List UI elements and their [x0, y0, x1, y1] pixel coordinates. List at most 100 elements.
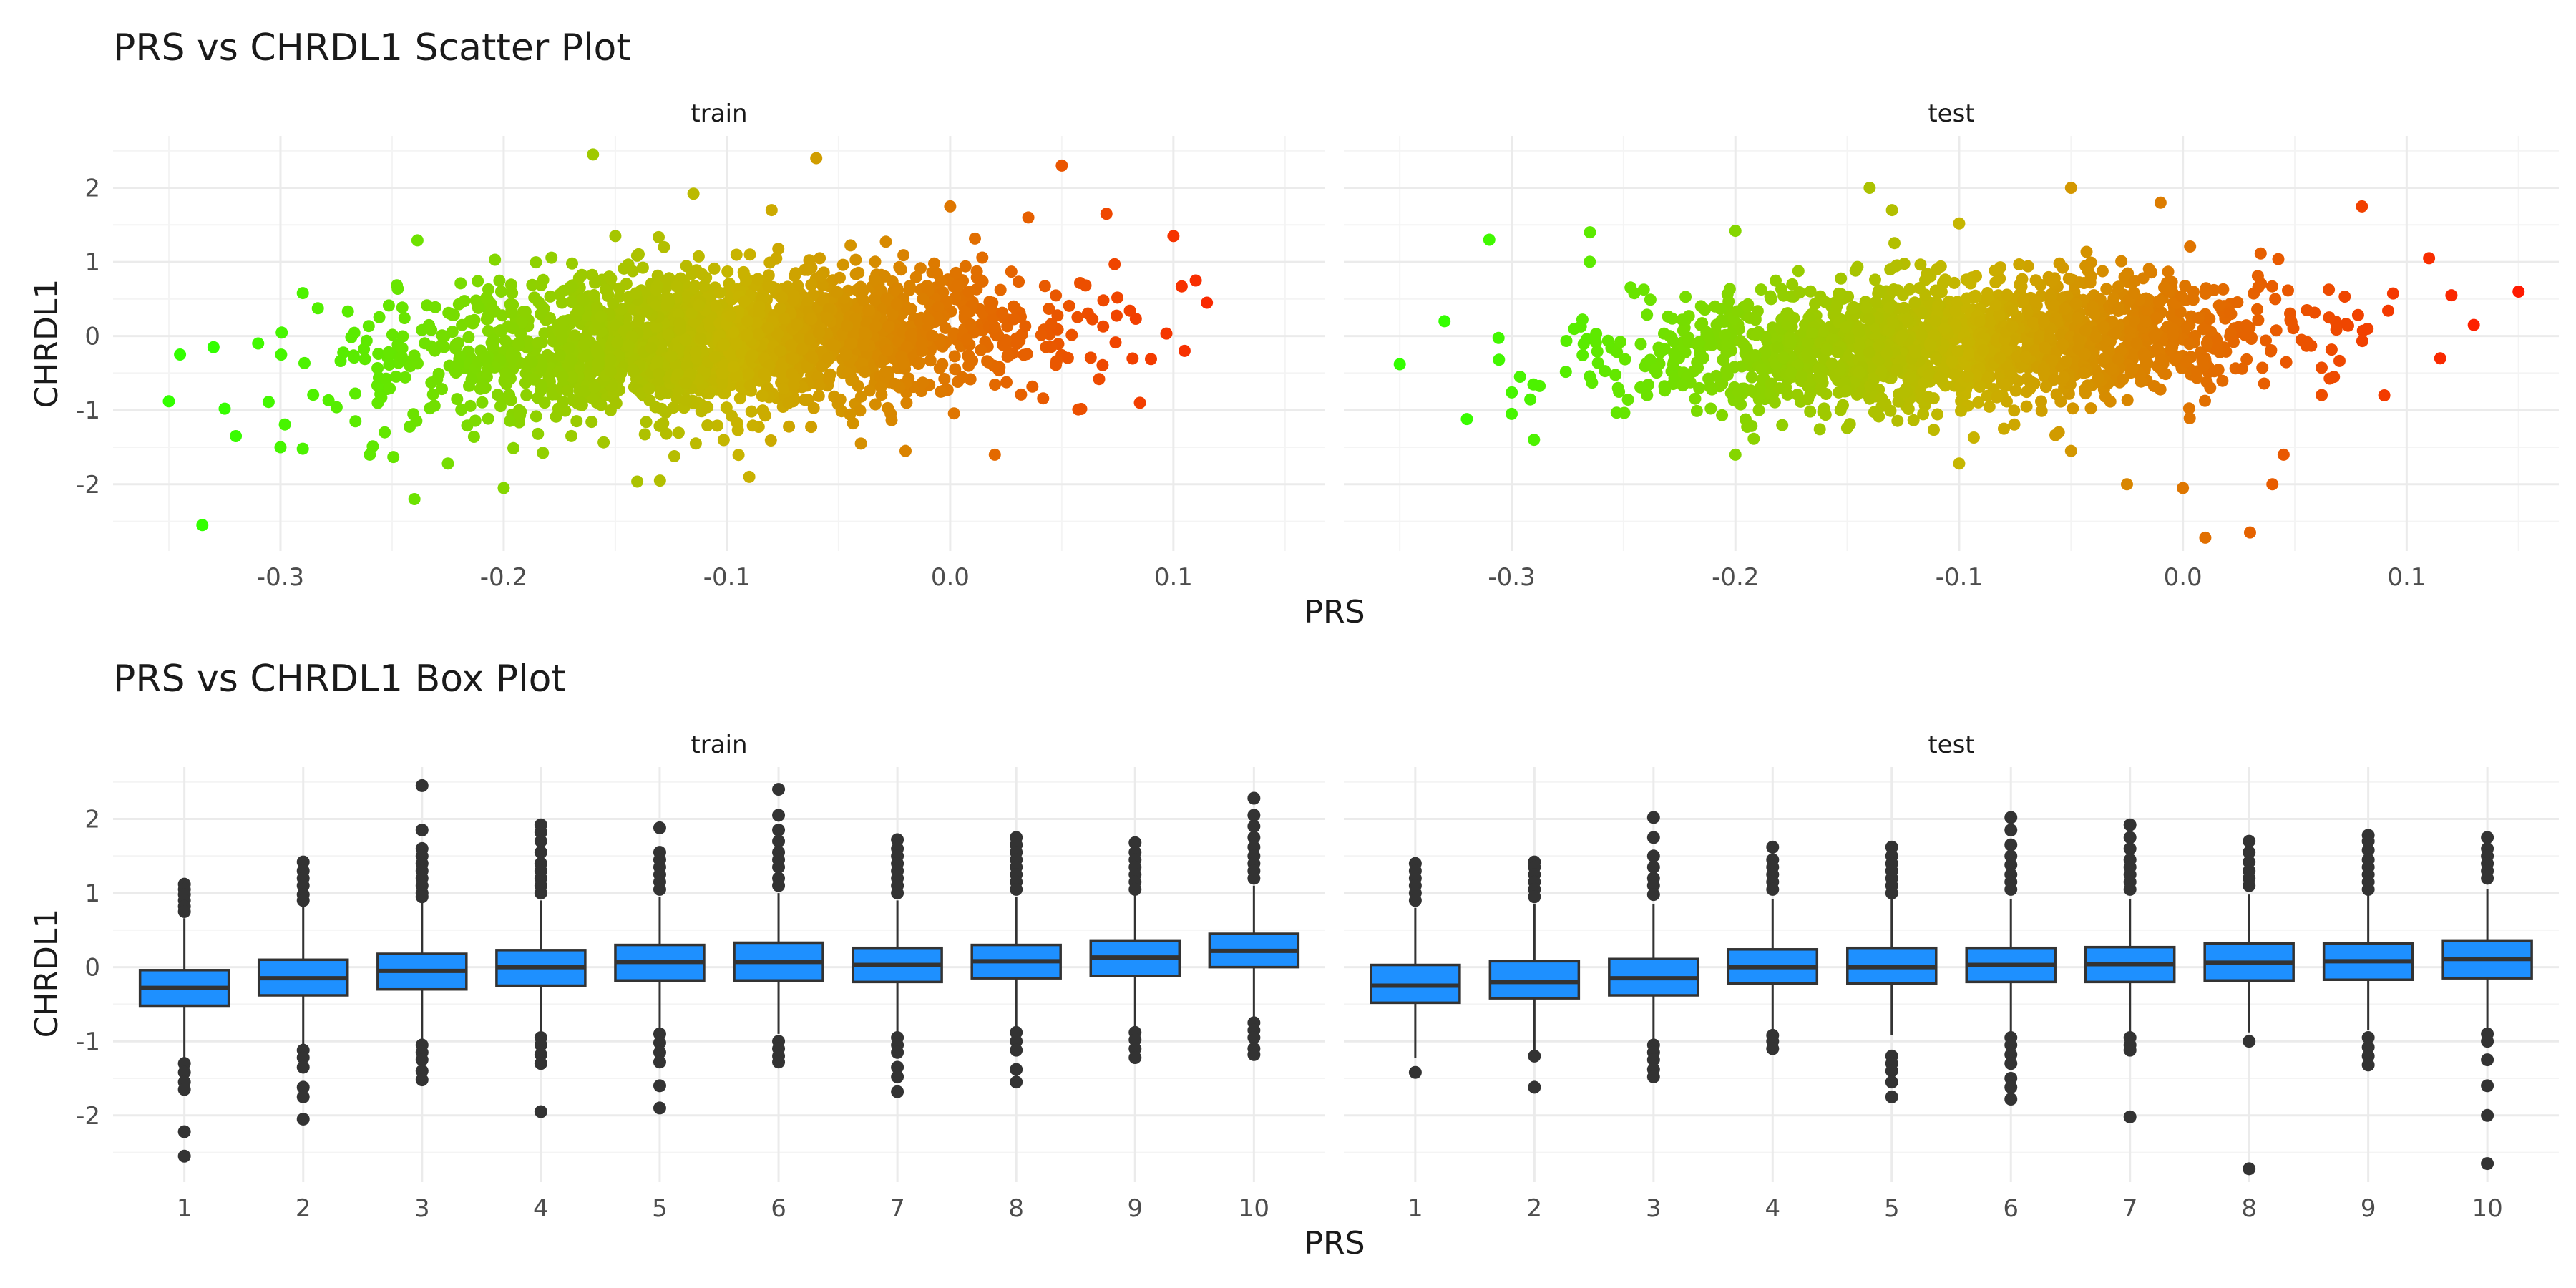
scatter-point	[1924, 339, 1936, 352]
scatter-point	[841, 319, 854, 332]
scatter-point	[2013, 258, 2026, 270]
scatter-y-tick-label: -1	[76, 396, 100, 425]
scatter-point	[2208, 365, 2221, 378]
scatter-point	[1013, 275, 1025, 288]
scatter-point	[2252, 280, 2265, 293]
scatter-point	[530, 256, 542, 269]
scatter-point	[482, 283, 494, 296]
scatter-point	[1804, 405, 1817, 418]
scatter-point	[2109, 328, 2122, 340]
scatter-point	[1997, 422, 2010, 435]
scatter-point	[2231, 296, 2244, 308]
scatter-point	[532, 427, 545, 440]
scatter-point	[1005, 265, 1018, 278]
scatter-point	[959, 306, 971, 318]
scatter-point	[932, 301, 945, 313]
scatter-point	[821, 312, 834, 325]
scatter-point	[2378, 389, 2391, 401]
scatter-point	[371, 396, 384, 409]
scatter-point	[1745, 371, 1758, 384]
box-outlier	[2361, 1031, 2375, 1045]
scatter-point	[1719, 328, 1732, 341]
scatter-point	[727, 361, 740, 373]
box-outlier	[1247, 1048, 1261, 1061]
scatter-point	[372, 348, 385, 360]
box-outlier	[1247, 809, 1261, 822]
scatter-point	[650, 320, 663, 333]
scatter-point	[1844, 331, 1857, 344]
scatter-point	[2078, 348, 2091, 361]
scatter-point	[881, 344, 894, 357]
scatter-point	[962, 359, 975, 372]
box-outlier	[772, 1055, 786, 1069]
scatter-point	[650, 299, 662, 312]
scatter-tick-labels: -0.3 -0.2 -0.1 0.0 0.1 -0.3 -0.2 -0.1 0.0 0.1 -2 -1…	[76, 175, 2426, 592]
box-y-tick-label: 0	[84, 954, 100, 982]
scatter-point	[956, 371, 969, 384]
scatter-point	[1863, 313, 1875, 326]
scatter-point	[662, 328, 675, 341]
scatter-point	[562, 342, 575, 354]
scatter-point	[452, 358, 464, 371]
scatter-point	[1913, 282, 1926, 295]
scatter-point	[2251, 270, 2264, 283]
scatter-point	[1875, 364, 1888, 376]
box-outlier	[772, 879, 786, 892]
box-x-tick-label: 7	[889, 1194, 905, 1223]
scatter-point	[1614, 336, 1626, 348]
scatter-point	[419, 337, 431, 350]
box-outlier	[2243, 879, 2256, 892]
scatter-point	[897, 249, 910, 262]
box-iqr	[1488, 960, 1581, 1000]
scatter-point	[1953, 457, 1966, 470]
scatter-point	[588, 381, 601, 394]
scatter-point	[1167, 230, 1180, 243]
scatter-point	[2112, 301, 2125, 314]
scatter-point	[783, 420, 796, 433]
box-outlier	[2004, 849, 2018, 863]
scatter-point	[2212, 299, 2225, 312]
box-outlier	[1646, 1053, 1660, 1067]
scatter-x-tick-label: 0.0	[2164, 563, 2202, 592]
box-x-tick-label: 3	[414, 1194, 430, 1223]
scatter-point	[1853, 325, 1865, 338]
scatter-point	[196, 519, 209, 532]
scatter-point	[1393, 358, 1406, 371]
scatter-point	[1145, 353, 1157, 366]
scatter-point	[2265, 345, 2277, 358]
scatter-point	[358, 343, 371, 356]
scatter-point	[464, 399, 477, 412]
box-outlier	[1646, 879, 1660, 892]
box-outlier	[296, 894, 310, 907]
scatter-point	[859, 366, 872, 379]
scatter-point	[937, 286, 950, 299]
scatter-point	[1694, 348, 1707, 361]
scatter-point	[2039, 341, 2051, 354]
scatter-point	[1741, 421, 1754, 433]
scatter-point	[2251, 303, 2264, 316]
scatter-point	[1591, 345, 1604, 358]
scatter-point	[1702, 372, 1715, 385]
scatter-point	[604, 365, 617, 378]
box-outlier	[1247, 791, 1261, 805]
box-outlier	[2481, 1079, 2494, 1093]
scatter-point	[774, 302, 786, 314]
box-outlier	[653, 1045, 666, 1059]
scatter-point	[1949, 305, 1962, 318]
scatter-point	[494, 324, 507, 337]
box-outlier	[177, 1149, 191, 1163]
scatter-point	[2300, 338, 2312, 351]
box-outlier	[1766, 840, 1780, 854]
scatter-point	[2080, 245, 2093, 258]
scatter-point	[489, 305, 502, 318]
scatter-point	[903, 280, 916, 293]
scatter-point	[735, 381, 747, 394]
scatter-point	[555, 327, 567, 339]
scatter-point	[597, 436, 610, 449]
scatter-point	[1820, 343, 1833, 356]
scatter-point	[1908, 296, 1921, 309]
box-outlier	[2004, 1048, 2018, 1061]
box-outlier	[1646, 1070, 1660, 1083]
scatter-point	[701, 419, 714, 431]
scatter-point	[753, 301, 766, 313]
